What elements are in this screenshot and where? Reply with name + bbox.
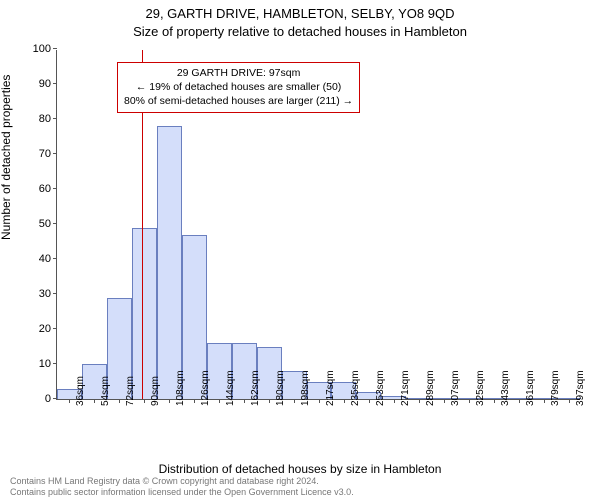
y-tick-mark	[53, 188, 57, 189]
y-tick-mark	[53, 363, 57, 364]
x-tick-label: 217sqm	[323, 370, 336, 406]
x-tick-mark	[319, 399, 320, 403]
x-tick-mark	[569, 399, 570, 403]
x-tick-label: 126sqm	[198, 370, 211, 406]
x-tick-mark	[269, 399, 270, 403]
x-tick-mark	[119, 399, 120, 403]
y-tick-label: 10	[39, 358, 57, 370]
y-tick-mark	[53, 293, 57, 294]
x-tick-mark	[419, 399, 420, 403]
x-tick-label: 90sqm	[148, 376, 161, 406]
annotation-box: 29 GARTH DRIVE: 97sqm← 19% of detached h…	[117, 62, 360, 113]
y-tick-label: 20	[39, 323, 57, 335]
footer-line-2: Contains public sector information licen…	[10, 487, 354, 498]
x-tick-mark	[144, 399, 145, 403]
x-tick-mark	[494, 399, 495, 403]
x-tick-label: 361sqm	[523, 370, 536, 406]
chart-subtitle: Size of property relative to detached ho…	[0, 24, 600, 39]
y-tick-label: 0	[45, 393, 57, 405]
y-tick-mark	[53, 118, 57, 119]
footer-line-1: Contains HM Land Registry data © Crown c…	[10, 476, 354, 487]
x-tick-label: 253sqm	[373, 370, 386, 406]
x-tick-mark	[394, 399, 395, 403]
y-tick-label: 70	[39, 148, 57, 160]
y-tick-label: 90	[39, 78, 57, 90]
y-tick-label: 100	[33, 43, 57, 55]
x-axis-label: Distribution of detached houses by size …	[0, 462, 600, 476]
x-tick-mark	[69, 399, 70, 403]
y-tick-mark	[53, 258, 57, 259]
x-tick-label: 397sqm	[573, 370, 586, 406]
x-tick-mark	[344, 399, 345, 403]
x-tick-label: 198sqm	[298, 370, 311, 406]
y-tick-mark	[53, 223, 57, 224]
y-tick-mark	[53, 83, 57, 84]
y-axis-label: Number of detached properties	[0, 75, 13, 240]
property-size-chart: 29, GARTH DRIVE, HAMBLETON, SELBY, YO8 9…	[0, 0, 600, 500]
x-tick-mark	[244, 399, 245, 403]
x-tick-label: 325sqm	[473, 370, 486, 406]
y-tick-label: 50	[39, 218, 57, 230]
x-tick-mark	[194, 399, 195, 403]
histogram-bar	[132, 228, 157, 400]
y-tick-mark	[53, 153, 57, 154]
x-tick-mark	[544, 399, 545, 403]
attribution-footer: Contains HM Land Registry data © Crown c…	[10, 476, 354, 498]
x-tick-label: 72sqm	[123, 376, 136, 406]
x-tick-label: 343sqm	[498, 370, 511, 406]
x-tick-label: 162sqm	[248, 370, 261, 406]
plot-area: 010203040506070809010036sqm54sqm72sqm90s…	[56, 50, 580, 400]
x-tick-mark	[94, 399, 95, 403]
x-tick-label: 271sqm	[398, 370, 411, 406]
x-tick-label: 108sqm	[173, 370, 186, 406]
x-tick-mark	[169, 399, 170, 403]
x-tick-mark	[469, 399, 470, 403]
x-tick-mark	[294, 399, 295, 403]
x-tick-label: 180sqm	[273, 370, 286, 406]
y-tick-label: 80	[39, 113, 57, 125]
x-tick-mark	[519, 399, 520, 403]
x-tick-label: 235sqm	[348, 370, 361, 406]
y-tick-label: 40	[39, 253, 57, 265]
x-tick-label: 307sqm	[448, 370, 461, 406]
x-tick-label: 144sqm	[223, 370, 236, 406]
y-tick-mark	[53, 328, 57, 329]
x-tick-mark	[444, 399, 445, 403]
y-tick-label: 60	[39, 183, 57, 195]
x-tick-label: 36sqm	[73, 376, 86, 406]
x-tick-label: 379sqm	[548, 370, 561, 406]
y-tick-label: 30	[39, 288, 57, 300]
y-tick-mark	[53, 48, 57, 49]
x-tick-label: 54sqm	[98, 376, 111, 406]
chart-title-address: 29, GARTH DRIVE, HAMBLETON, SELBY, YO8 9…	[0, 6, 600, 21]
x-tick-label: 289sqm	[423, 370, 436, 406]
x-tick-mark	[369, 399, 370, 403]
x-tick-mark	[219, 399, 220, 403]
histogram-bar	[157, 126, 182, 399]
